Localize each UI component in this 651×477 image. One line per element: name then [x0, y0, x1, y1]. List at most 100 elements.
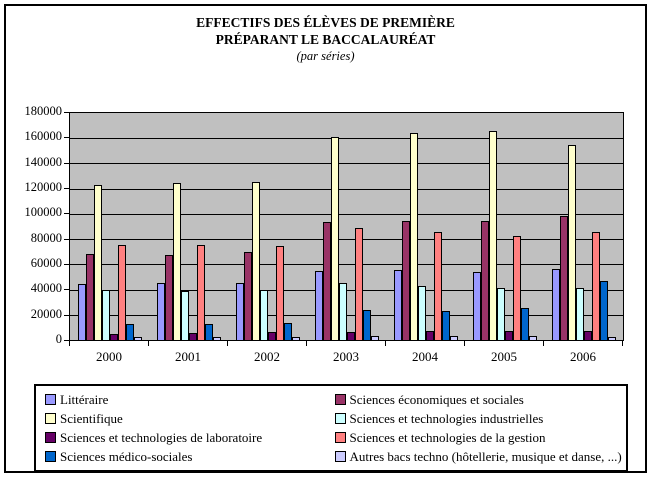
legend-label: Autres bacs techno (hôtellerie, musique …	[349, 448, 622, 464]
bar-2005-s5	[513, 236, 521, 340]
legend-swatch-icon	[334, 451, 346, 462]
y-axis-tick	[64, 163, 69, 164]
legend-item-s7: Autres bacs techno (hôtellerie, musique …	[334, 448, 625, 465]
bar-2003-s1	[323, 222, 331, 340]
legend-item-s2: Scientifique	[45, 411, 335, 427]
bar-2001-s6	[205, 324, 213, 340]
y-axis-label: 60000	[30, 256, 62, 270]
chart-frame: EFFECTIFS DES ÉLÈVES DE PREMIÈRE PRÉPARA…	[4, 4, 647, 473]
bar-2003-s6	[363, 310, 371, 340]
bar-2005-s6	[521, 308, 529, 340]
x-axis-label-2004: 2004	[412, 349, 438, 364]
bar-2001-s5	[197, 245, 205, 340]
x-axis-label-2006: 2006	[570, 349, 596, 364]
bar-2005-s2	[489, 131, 497, 340]
bar-2001-s1	[165, 255, 173, 340]
legend-label: Littéraire	[60, 391, 109, 407]
bar-2000-s4	[110, 334, 118, 340]
x-axis-label-2005: 2005	[491, 349, 517, 364]
y-axis-tick	[64, 213, 69, 214]
bar-2000-s2	[94, 185, 102, 340]
bar-2003-s2	[331, 137, 339, 340]
chart-title-subtitle: (par séries)	[296, 49, 355, 63]
y-axis-tick	[64, 239, 69, 240]
legend-swatch-icon	[45, 394, 56, 405]
x-axis-tick	[464, 341, 465, 346]
legend-label: Sciences et technologies de la gestion	[349, 429, 546, 445]
x-axis-tick	[306, 341, 307, 346]
bar-2002-s0	[236, 283, 244, 340]
bar-2005-s3	[497, 288, 505, 340]
gridline	[70, 239, 623, 240]
bar-2001-s3	[181, 291, 189, 340]
y-axis-label: 20000	[30, 307, 62, 321]
chart-title: EFFECTIFS DES ÉLÈVES DE PREMIÈRE PRÉPARA…	[6, 14, 645, 65]
legend-label: Sciences médico-sociales	[60, 448, 193, 464]
x-axis-label-2003: 2003	[333, 349, 359, 364]
bar-2000-s7	[134, 337, 142, 340]
plot-area	[69, 112, 624, 341]
bar-2006-s3	[576, 288, 584, 340]
x-axis-label-2001: 2001	[175, 349, 201, 364]
legend-label: Scientifique	[60, 410, 123, 426]
y-axis-tick	[64, 188, 69, 189]
legend-box: Littéraire Sciences économiques et social…	[34, 384, 628, 472]
bar-2003-s3	[339, 283, 347, 340]
bar-2004-s0	[394, 270, 402, 340]
bar-2000-s1	[86, 254, 94, 340]
bar-2002-s3	[260, 290, 268, 340]
gridline	[70, 214, 623, 215]
gridline	[70, 189, 623, 190]
legend-label: Sciences et technologies industrielles	[349, 410, 544, 426]
y-axis-tick	[64, 289, 69, 290]
x-axis-label-2000: 2000	[96, 349, 122, 364]
bar-2001-s0	[157, 283, 165, 340]
y-axis-label: 0	[55, 332, 62, 346]
bar-2005-s7	[529, 336, 537, 340]
bar-2003-s0	[315, 271, 323, 340]
gridline	[70, 264, 623, 265]
x-axis-tick	[148, 341, 149, 346]
y-axis-label: 180000	[24, 104, 63, 118]
y-axis-tick	[64, 137, 69, 138]
bar-2005-s4	[505, 331, 513, 340]
bar-2005-s0	[473, 272, 481, 340]
y-axis-label: 160000	[24, 129, 63, 143]
bar-2003-s4	[347, 332, 355, 340]
bar-2004-s2	[410, 133, 418, 340]
y-axis-label: 100000	[24, 205, 63, 219]
bar-2001-s4	[189, 333, 197, 340]
y-axis-tick	[64, 112, 69, 113]
legend-item-s4: Sciences et technologies de laboratoire	[45, 430, 335, 446]
y-axis-label: 40000	[30, 281, 62, 295]
y-axis-tick	[64, 340, 69, 341]
bar-2006-s2	[568, 145, 576, 340]
bar-2004-s6	[442, 311, 450, 340]
bar-2002-s7	[292, 337, 300, 340]
bar-2004-s3	[418, 286, 426, 340]
legend-label: Sciences et technologies de laboratoire	[60, 429, 263, 445]
x-axis-tick	[69, 341, 70, 346]
bar-2006-s0	[552, 269, 560, 340]
y-axis-tick	[64, 315, 69, 316]
legend-item-s1: Sciences économiques et sociales	[334, 392, 625, 408]
x-axis-tick	[385, 341, 386, 346]
legend-item-s3: Sciences et technologies industrielles	[334, 410, 625, 427]
bar-2006-s1	[560, 216, 568, 340]
bar-2004-s7	[450, 336, 458, 340]
gridline	[70, 163, 623, 164]
bar-2006-s7	[608, 337, 616, 340]
bar-2004-s1	[402, 221, 410, 340]
chart-title-line2: PRÉPARANT LE BACCALAURÉAT	[215, 32, 436, 47]
bar-2000-s0	[78, 284, 86, 340]
x-axis-tick	[227, 341, 228, 346]
x-axis-tick	[543, 341, 544, 346]
bar-2006-s6	[600, 281, 608, 340]
bar-2005-s1	[481, 221, 489, 340]
bar-2000-s5	[118, 245, 126, 340]
bar-2006-s5	[592, 232, 600, 340]
bar-2006-s4	[584, 331, 592, 340]
x-axis-tick	[622, 341, 623, 346]
y-axis-tick	[64, 264, 69, 265]
